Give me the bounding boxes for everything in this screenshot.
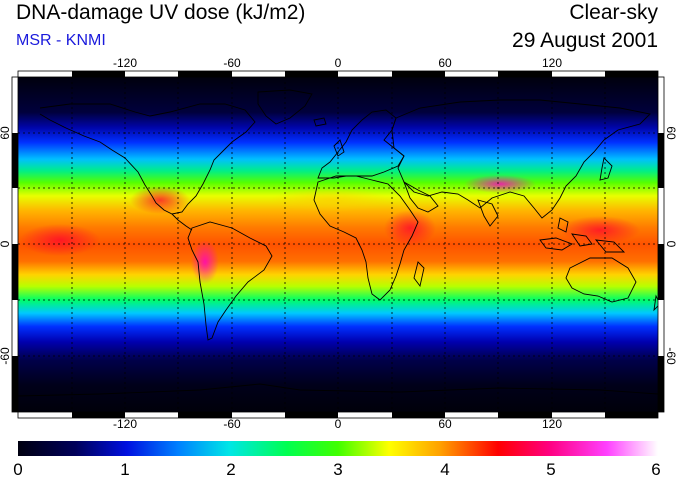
frame-seg: [605, 71, 658, 77]
india-coast: [477, 199, 499, 227]
africa-coast: [313, 175, 419, 301]
colorbar-tick-label: 6: [651, 460, 660, 479]
frame-seg: [658, 133, 664, 188]
lon-labels-bottom: -120 -60 0 60 120: [113, 417, 562, 431]
sky-condition-label: Clear-sky: [569, 1, 658, 24]
uv-east-africa-high: [384, 210, 436, 246]
colorbar-gradient: [18, 441, 658, 456]
colorbar-tick-label: 2: [226, 460, 235, 479]
frame-seg: [12, 244, 18, 300]
uv-central-pacific-high: [20, 224, 100, 256]
colorbar: 0 1 2 3 4 5 6: [13, 441, 661, 479]
lat-label-right: -60: [664, 347, 678, 365]
frame-seg: [605, 412, 658, 418]
frame-seg: [285, 412, 338, 418]
japan-coast: [599, 157, 613, 181]
frame-seg: [72, 71, 125, 77]
graticule: [18, 77, 658, 412]
madagascar-coast: [413, 261, 425, 288]
frame-seg: [392, 71, 445, 77]
uv-sahara-band: [270, 188, 390, 212]
lon-label-bottom: 120: [542, 417, 562, 431]
map-frame: [11, 70, 665, 419]
new-zealand-coast: [653, 294, 658, 312]
colorbar-tick-label: 1: [120, 460, 129, 479]
frame-segments: [12, 71, 664, 418]
date-label: 29 August 2001: [512, 29, 658, 52]
greenland-coast: [257, 89, 313, 125]
lon-labels-top: -120 -60 0 60 120: [113, 56, 562, 70]
lat-label-left: 60: [0, 126, 12, 140]
colorbar-tick-label: 0: [13, 460, 22, 479]
iceland-coast: [313, 117, 327, 127]
frame-seg: [658, 244, 664, 300]
frame-seg: [498, 71, 552, 77]
lon-label-top: -60: [223, 56, 241, 70]
frame-seg: [498, 412, 552, 418]
source-label: MSR - KNMI: [16, 32, 106, 49]
southeast-asia-islands: [539, 217, 626, 253]
frame-seg: [72, 412, 125, 418]
central-america-coast: [171, 213, 193, 231]
uv-tibet-maximum: [464, 175, 536, 193]
uv-pacific-high: [560, 216, 640, 244]
north-america-coast: [39, 103, 256, 215]
coastlines: [18, 89, 658, 397]
lat-label-left: -60: [0, 347, 12, 365]
lon-label-top: 60: [438, 56, 452, 70]
uv-dose-field: [18, 77, 658, 412]
lon-label-top: 0: [335, 56, 342, 70]
frame-seg: [12, 356, 18, 412]
frame-seg: [285, 71, 338, 77]
arabia-coast: [403, 180, 439, 213]
uv-andes-maximum: [191, 240, 219, 284]
lat-label-right: 60: [664, 126, 678, 140]
frame-seg: [12, 133, 18, 188]
colorbar-tick-label: 5: [546, 460, 555, 479]
south-america-coast: [187, 221, 273, 341]
frame-seg: [392, 412, 445, 418]
asia-coast: [391, 99, 651, 219]
frame-seg: [178, 71, 232, 77]
lon-label-bottom: -120: [113, 417, 137, 431]
lat-labels-right: 60 0 -60: [664, 126, 678, 365]
colorbar-tick-label: 4: [440, 460, 449, 479]
lon-label-bottom: 0: [335, 417, 342, 431]
lat-labels-left: 60 0 -60: [0, 126, 12, 365]
lat-label-left: 0: [0, 240, 12, 247]
antarctica-coast: [18, 383, 658, 397]
uv-mexico-high: [130, 186, 190, 214]
lon-label-bottom: -60: [223, 417, 241, 431]
map-title: DNA-damage UV dose (kJ/m2): [16, 1, 306, 24]
frame-seg: [658, 356, 664, 412]
lon-label-bottom: 60: [438, 417, 452, 431]
lon-label-top: 120: [542, 56, 562, 70]
colorbar-tick-label: 3: [333, 460, 342, 479]
lon-label-top: -120: [113, 56, 137, 70]
frame-seg: [178, 412, 232, 418]
lat-label-right: 0: [664, 241, 678, 248]
